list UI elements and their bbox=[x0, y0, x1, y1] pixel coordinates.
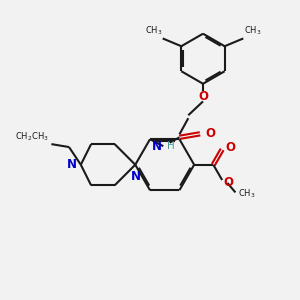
Text: N: N bbox=[131, 170, 141, 183]
Text: N: N bbox=[152, 140, 162, 153]
Text: N: N bbox=[66, 158, 76, 171]
Text: CH$_3$: CH$_3$ bbox=[145, 25, 162, 38]
Text: O: O bbox=[206, 127, 215, 140]
Text: CH$_2$CH$_3$: CH$_2$CH$_3$ bbox=[15, 130, 49, 142]
Text: O: O bbox=[224, 176, 234, 189]
Text: O: O bbox=[198, 90, 208, 103]
Text: O: O bbox=[226, 141, 236, 154]
Text: H: H bbox=[167, 141, 175, 151]
Text: CH$_3$: CH$_3$ bbox=[238, 188, 255, 200]
Text: CH$_3$: CH$_3$ bbox=[244, 25, 261, 38]
